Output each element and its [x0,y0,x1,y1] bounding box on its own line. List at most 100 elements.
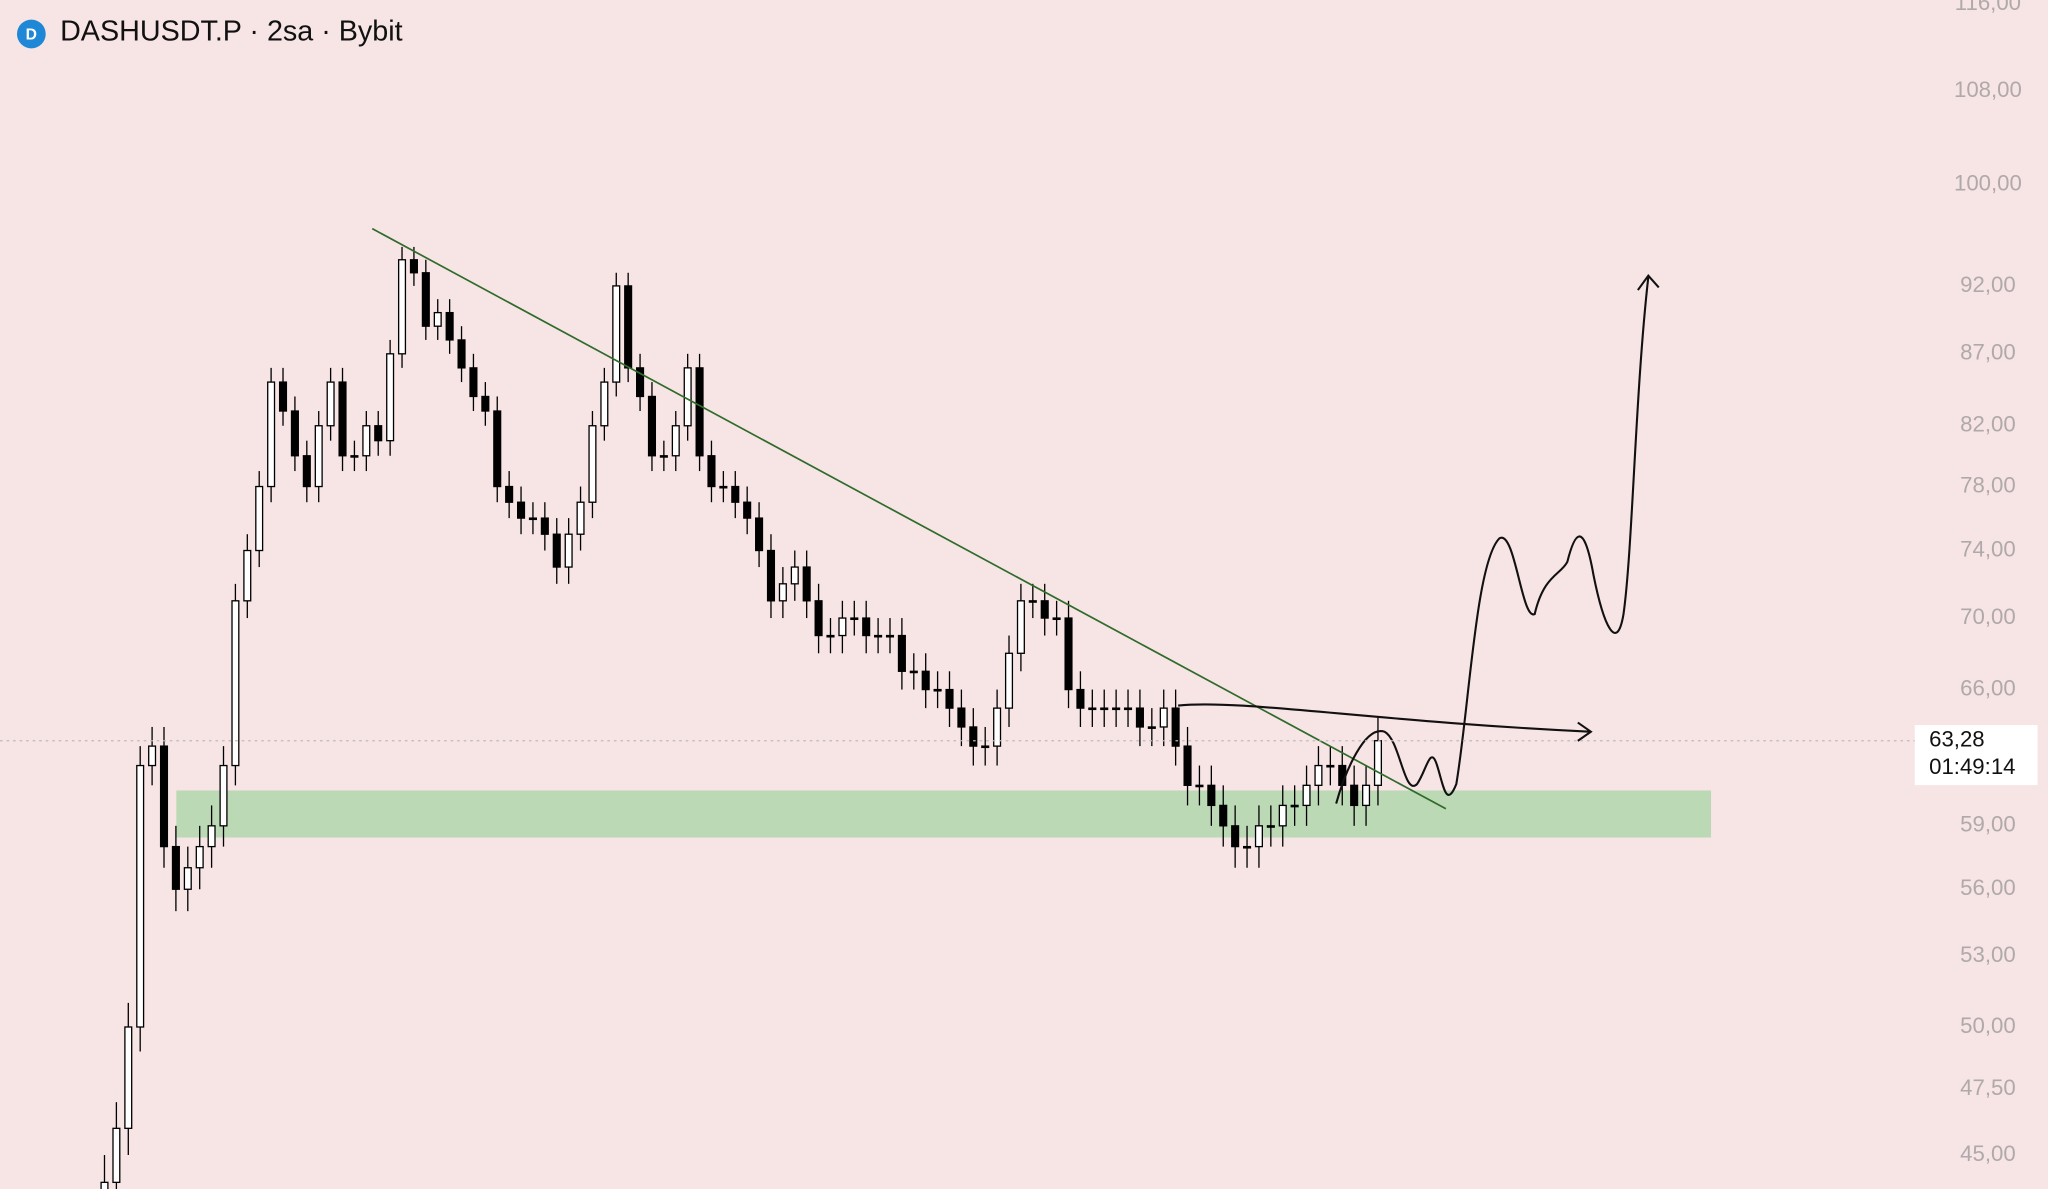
countdown: 01:49:14 [1929,754,2015,779]
candle-body [326,381,335,427]
y-tick-label: 87,00 [1960,340,2016,365]
candle-body [945,688,954,709]
candle-body [909,670,918,674]
candle-body [1195,784,1204,788]
candle-body [100,1181,109,1189]
y-tick-label: 50,00 [1960,1013,2016,1038]
symbol-icon [16,19,46,49]
candle-body [897,634,906,672]
candle-body [981,745,990,749]
candle-body [1171,707,1180,747]
arrow-head [1577,721,1593,742]
candle-body [314,425,323,488]
candle-body [552,533,561,568]
y-tick-label: 108,00 [1954,77,2022,102]
candle-body [136,764,145,1028]
candle-body [397,259,407,355]
candle-body [267,381,276,488]
candle-body [755,517,764,552]
candle-body [1016,600,1025,654]
candle-body [647,395,657,457]
y-tick-label: 82,00 [1960,412,2016,437]
candle-body [159,745,169,848]
candle-body [1373,740,1383,786]
candle-body [576,501,585,535]
level-arrow [1178,703,1590,733]
y-tick-label: 45,00 [1960,1141,2016,1166]
candle-body [719,485,728,489]
candle-body [1100,707,1109,711]
candle-body [386,353,395,442]
candle-body [600,381,609,427]
candle-body [255,485,264,552]
candle-body [1052,617,1061,621]
candle-body [1231,825,1240,848]
candle-body [516,501,526,519]
candle-body [636,367,645,398]
candle-body [874,634,883,638]
y-tick-label: 59,00 [1960,812,2016,837]
candle-body [1004,652,1014,709]
candle-body [421,272,430,327]
candle-body [540,517,549,535]
candle-body [731,485,740,503]
y-tick-label: 53,00 [1960,942,2016,967]
candle-body [885,634,895,638]
candle-body [171,845,180,890]
candle-body [1350,784,1359,807]
candle-body [1302,784,1311,807]
candle-body [1207,784,1216,807]
candle-body [695,367,704,457]
support-zone [176,790,1712,838]
chart-title: DASHUSDT.P · 2sa · Bybit [60,15,403,47]
candle-body [1326,764,1335,768]
candle-body [338,381,347,457]
candle-body [1123,707,1133,711]
candle-body [1219,804,1228,827]
y-tick-label: 116,00 [1955,0,2021,15]
candle-body [457,339,466,369]
candle-body [1159,707,1168,728]
trend-line [371,227,1447,810]
candle-body [1290,804,1299,808]
candle-body [112,1127,121,1184]
y-tick-label: 100,00 [1954,170,2022,195]
candle-body [350,455,359,458]
candle-body [219,764,228,827]
candle-body [1135,707,1144,728]
candle-body [1254,825,1263,848]
candle-body [707,455,716,488]
y-tick-label: 66,00 [1960,675,2016,700]
candle-body [1076,688,1085,709]
candle-body [659,455,668,458]
candle-body [862,617,871,637]
candle-body [124,1026,133,1129]
candle-body [838,617,847,637]
candle-body [302,455,311,488]
projection-drawing [1335,276,1650,804]
y-tick-label: 47,50 [1960,1075,2016,1100]
candle-body [743,501,752,519]
candle-body [1088,707,1097,711]
candle-body [290,410,299,457]
candle-body [1314,764,1323,786]
candle-body [243,549,252,602]
candle-body [826,634,835,638]
candle-body [957,707,966,728]
candle-body [683,367,692,427]
candle-body [1040,600,1049,619]
candle-body [362,425,371,457]
candle-body [564,533,573,568]
candle-body [1064,617,1073,691]
candle-body [505,485,514,503]
candle-body [1112,707,1121,711]
candle-body [612,285,621,383]
candle-body [993,707,1002,747]
candle-body [374,425,383,442]
candle-body [148,745,157,767]
y-tick-label: 70,00 [1960,604,2016,629]
candle-body [1147,726,1156,729]
candle-body [493,410,502,488]
